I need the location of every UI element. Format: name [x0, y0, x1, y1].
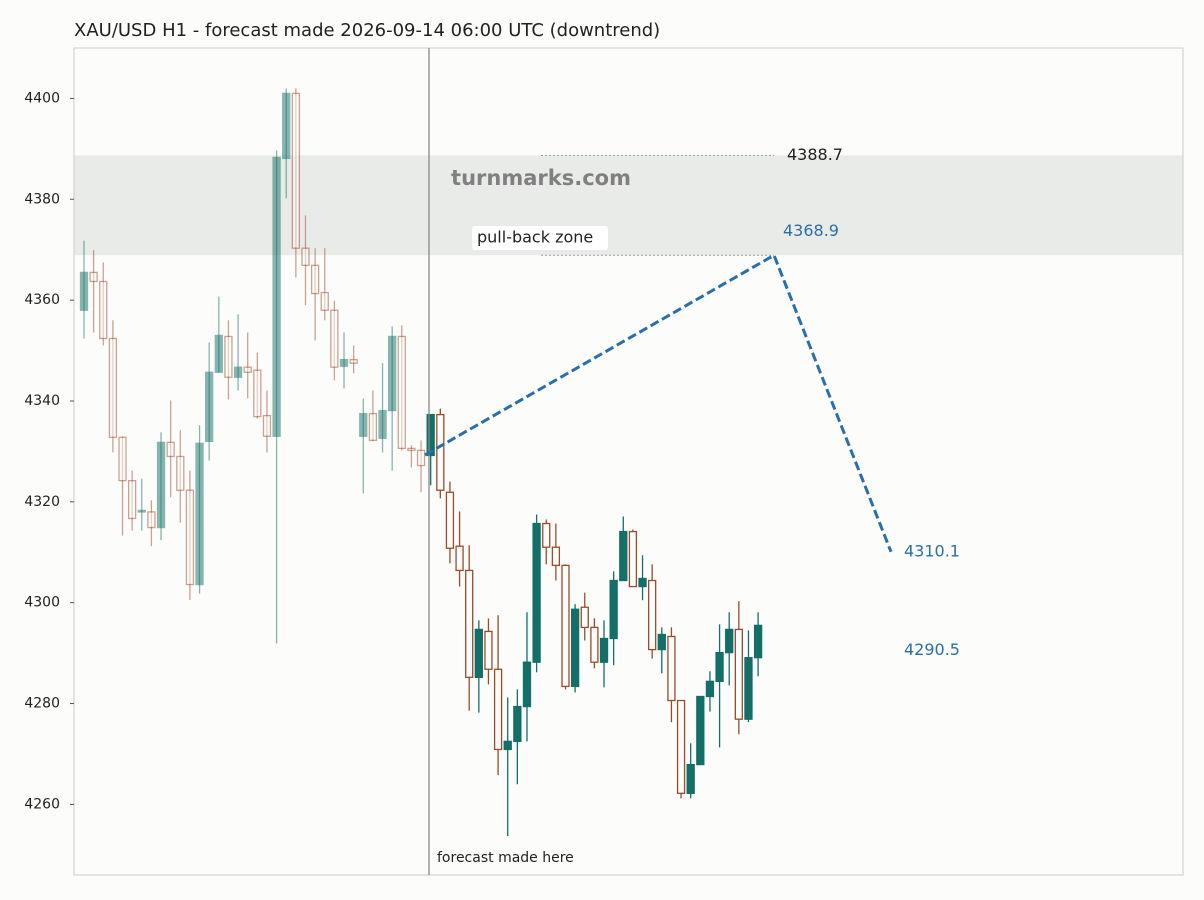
- y-tick-label: 4360: [24, 292, 60, 308]
- y-tick-label: 4400: [24, 90, 60, 106]
- candle-body: [734, 628, 743, 720]
- candle-body: [493, 668, 503, 751]
- candle-body: [542, 522, 551, 548]
- candle-body: [715, 651, 724, 683]
- candle-body: [436, 413, 445, 491]
- y-tick-label: 4340: [24, 393, 60, 409]
- forecast-annotation: forecast made here: [437, 850, 574, 866]
- y-tick-label: 4300: [24, 595, 60, 611]
- candle-body: [667, 635, 676, 702]
- candle-body: [147, 511, 156, 529]
- candle-body: [522, 661, 532, 708]
- candle-body: [99, 280, 108, 340]
- chart-title: XAU/USD H1 - forecast made 2026-09-14 06…: [74, 20, 660, 41]
- candle-body: [176, 455, 185, 491]
- forecast-end-label: 4310.1: [904, 541, 960, 560]
- candle-body: [156, 441, 166, 529]
- candle-body: [580, 606, 589, 629]
- candle-body: [359, 412, 368, 437]
- candle-body: [513, 705, 522, 743]
- candle-body: [291, 92, 301, 249]
- candle-body: [465, 569, 474, 678]
- candle-body: [570, 608, 580, 688]
- candle-body: [676, 699, 686, 794]
- candle-body: [638, 577, 647, 588]
- candle-body: [282, 92, 291, 160]
- watermark: turnmarks.com: [451, 166, 631, 190]
- candle-body: [705, 680, 715, 698]
- forecast-peak-label: 4368.9: [783, 221, 839, 240]
- candle-body: [590, 626, 599, 663]
- candle-body: [744, 657, 753, 720]
- candle-body: [108, 337, 118, 438]
- candle-body: [416, 449, 426, 467]
- candle-body: [89, 271, 98, 283]
- y-tick-label: 4320: [24, 494, 60, 510]
- candle-body: [532, 522, 541, 663]
- candle-body: [599, 637, 609, 663]
- candle-body: [205, 371, 214, 442]
- candle-body: [166, 441, 175, 458]
- candle-body: [233, 366, 243, 378]
- candle-body: [445, 491, 455, 549]
- candle-body: [657, 633, 666, 651]
- candle-body: [609, 579, 618, 640]
- candle-body: [127, 480, 137, 520]
- pull-back-zone: [74, 155, 1183, 256]
- candle-body: [725, 628, 734, 654]
- candle-body: [397, 335, 406, 450]
- candle-body: [686, 763, 695, 794]
- candle-body: [474, 628, 483, 678]
- candle-body: [272, 156, 281, 437]
- candle-body: [426, 413, 435, 457]
- candle-body: [224, 335, 233, 378]
- y-tick-label: 4380: [24, 191, 60, 207]
- candle-body: [368, 412, 378, 441]
- zone-high-label: 4388.7: [787, 145, 843, 164]
- candle-body: [262, 414, 272, 437]
- y-tick-label: 4280: [24, 696, 60, 712]
- candle-body: [628, 530, 638, 588]
- candle-body: [696, 695, 705, 766]
- candle-body: [503, 740, 512, 751]
- candle-body: [349, 358, 358, 364]
- candle-body: [339, 358, 349, 367]
- candle-body: [214, 334, 223, 373]
- candle-body: [561, 564, 570, 688]
- candle-body: [619, 530, 628, 582]
- candle-body: [407, 447, 416, 452]
- candle-body: [378, 409, 387, 439]
- zone-label: pull-back zone: [477, 228, 593, 247]
- target-label: 4290.5: [904, 640, 960, 659]
- candle-body: [253, 369, 262, 418]
- candle-body: [388, 335, 397, 412]
- candle-body: [79, 271, 89, 311]
- y-tick-label: 4260: [24, 796, 60, 812]
- candle-body: [118, 436, 127, 482]
- candle-body: [243, 366, 252, 373]
- forecast-line: [424, 253, 893, 553]
- candle-body: [320, 291, 329, 311]
- candle-body: [455, 545, 464, 572]
- candle-body: [551, 546, 561, 567]
- candle-body: [648, 579, 657, 651]
- candle-body: [753, 624, 763, 659]
- candle-body: [330, 309, 339, 368]
- zone-label-bg: [472, 226, 608, 250]
- candle-body: [137, 509, 146, 513]
- candle-body: [195, 442, 204, 586]
- candle-body: [484, 630, 493, 670]
- candle-body: [301, 247, 310, 266]
- candle-body: [185, 489, 195, 586]
- candle-body: [310, 264, 320, 295]
